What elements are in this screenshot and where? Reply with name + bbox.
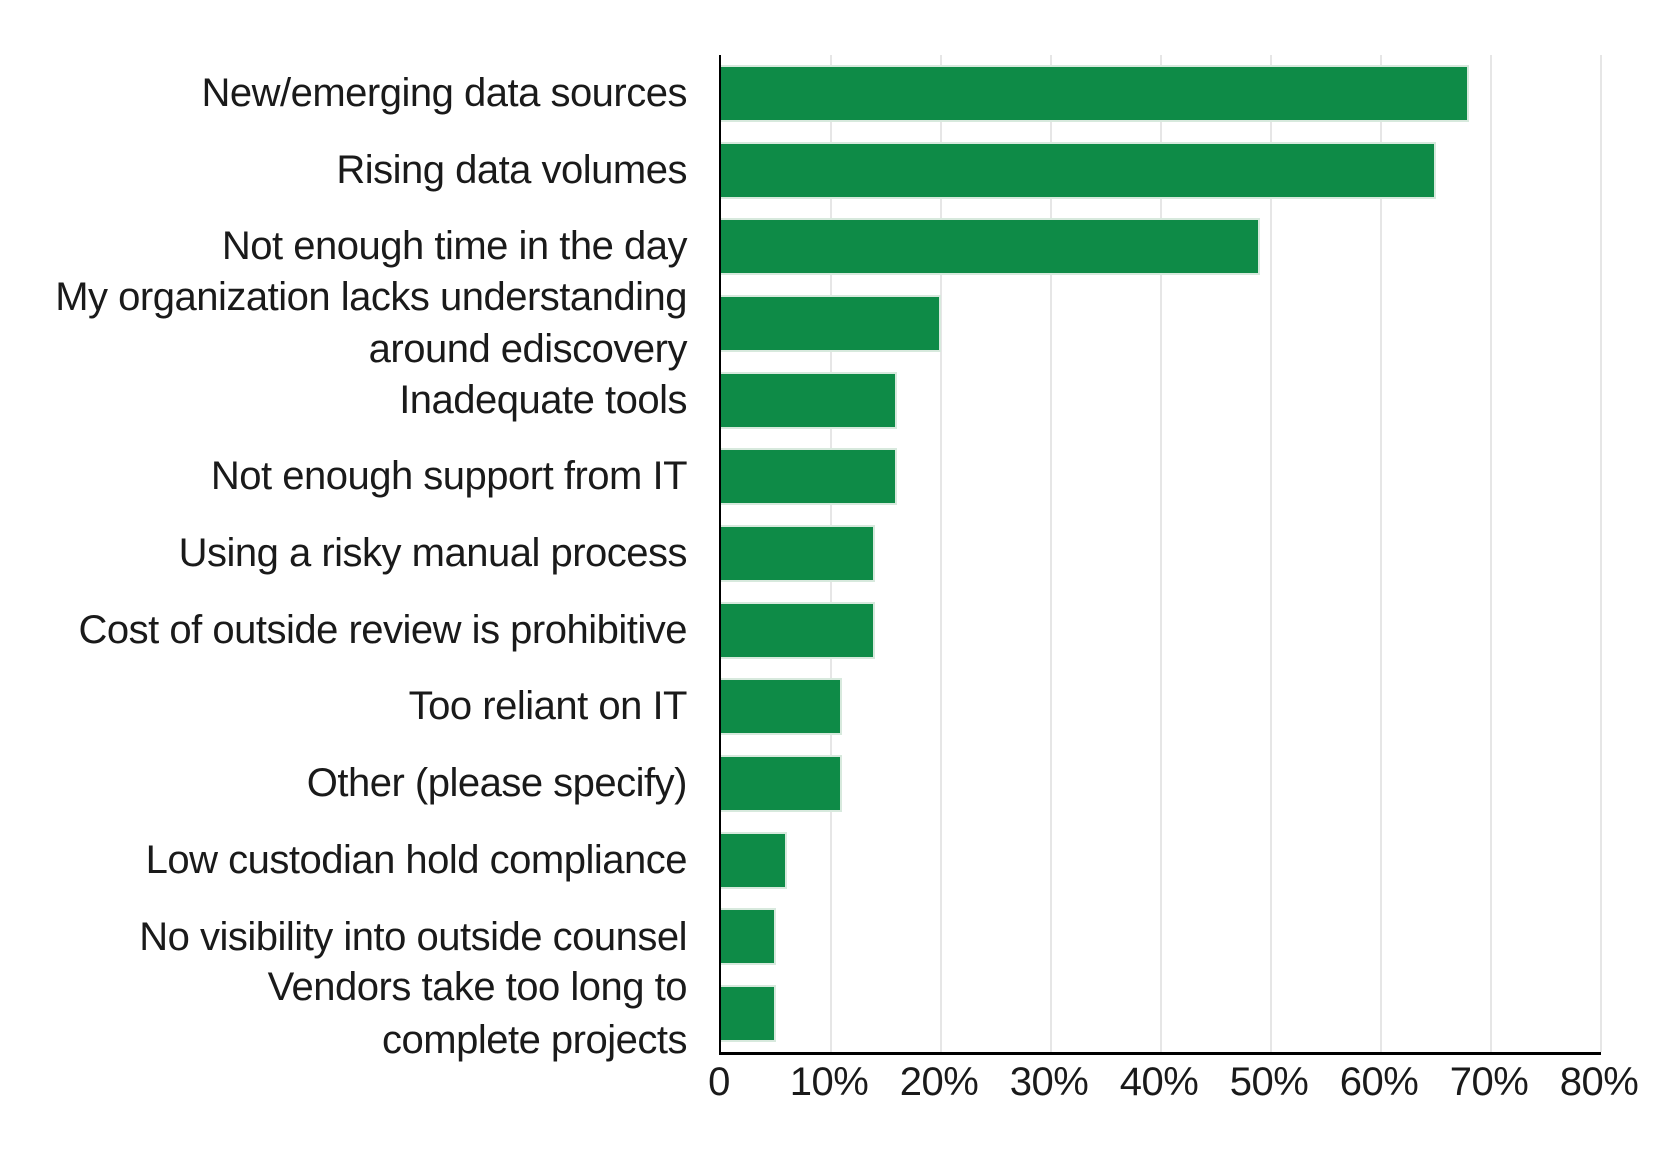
gridline [1050,55,1052,1052]
category-label: Inadequate tools [399,377,687,422]
x-tick-label: 40% [1119,1060,1199,1104]
bar [721,985,776,1043]
x-tick-label: 0 [708,1060,730,1104]
category-label: Low custodian hold compliance [145,837,688,882]
x-tick-label: 70% [1449,1060,1529,1104]
category-label: Cost of outside review is prohibitive [78,607,688,652]
category-label: Rising data volumes [336,147,687,192]
category-label: Using a risky manual process [178,531,688,576]
bar [721,525,875,582]
bar [721,755,842,813]
gridline [940,55,942,1052]
category-label: Not enough time in the day [221,224,688,269]
gridline [1600,55,1602,1052]
x-tick-label: 50% [1229,1060,1309,1104]
bar [721,64,1469,122]
x-tick-label: 30% [1009,1060,1089,1104]
category-label: Not enough support from IT [210,454,688,499]
x-tick-label: 80% [1559,1060,1639,1104]
bar [721,141,1436,199]
plot-area [719,55,1602,1055]
bar [721,678,842,736]
gridline [1490,55,1492,1052]
bar [721,371,897,429]
gridline [1380,55,1382,1052]
bar [721,448,897,506]
category-label: Other (please specify) [306,761,688,806]
x-tick-label: 10% [789,1060,869,1104]
category-label: No visibility into outside counsel [139,914,687,959]
gridline [1160,55,1162,1052]
category-label: New/emerging data sources [201,70,687,115]
category-label: Too reliant on IT [408,684,688,729]
x-tick-label: 20% [899,1060,979,1104]
bar [721,218,1260,276]
bar [721,908,776,966]
category-axis: New/emerging data sources Rising data vol… [0,0,687,1154]
bar [721,831,787,889]
bar [721,294,941,352]
x-tick-label: 60% [1339,1060,1419,1104]
gridline [1270,55,1272,1052]
bar [721,601,875,659]
